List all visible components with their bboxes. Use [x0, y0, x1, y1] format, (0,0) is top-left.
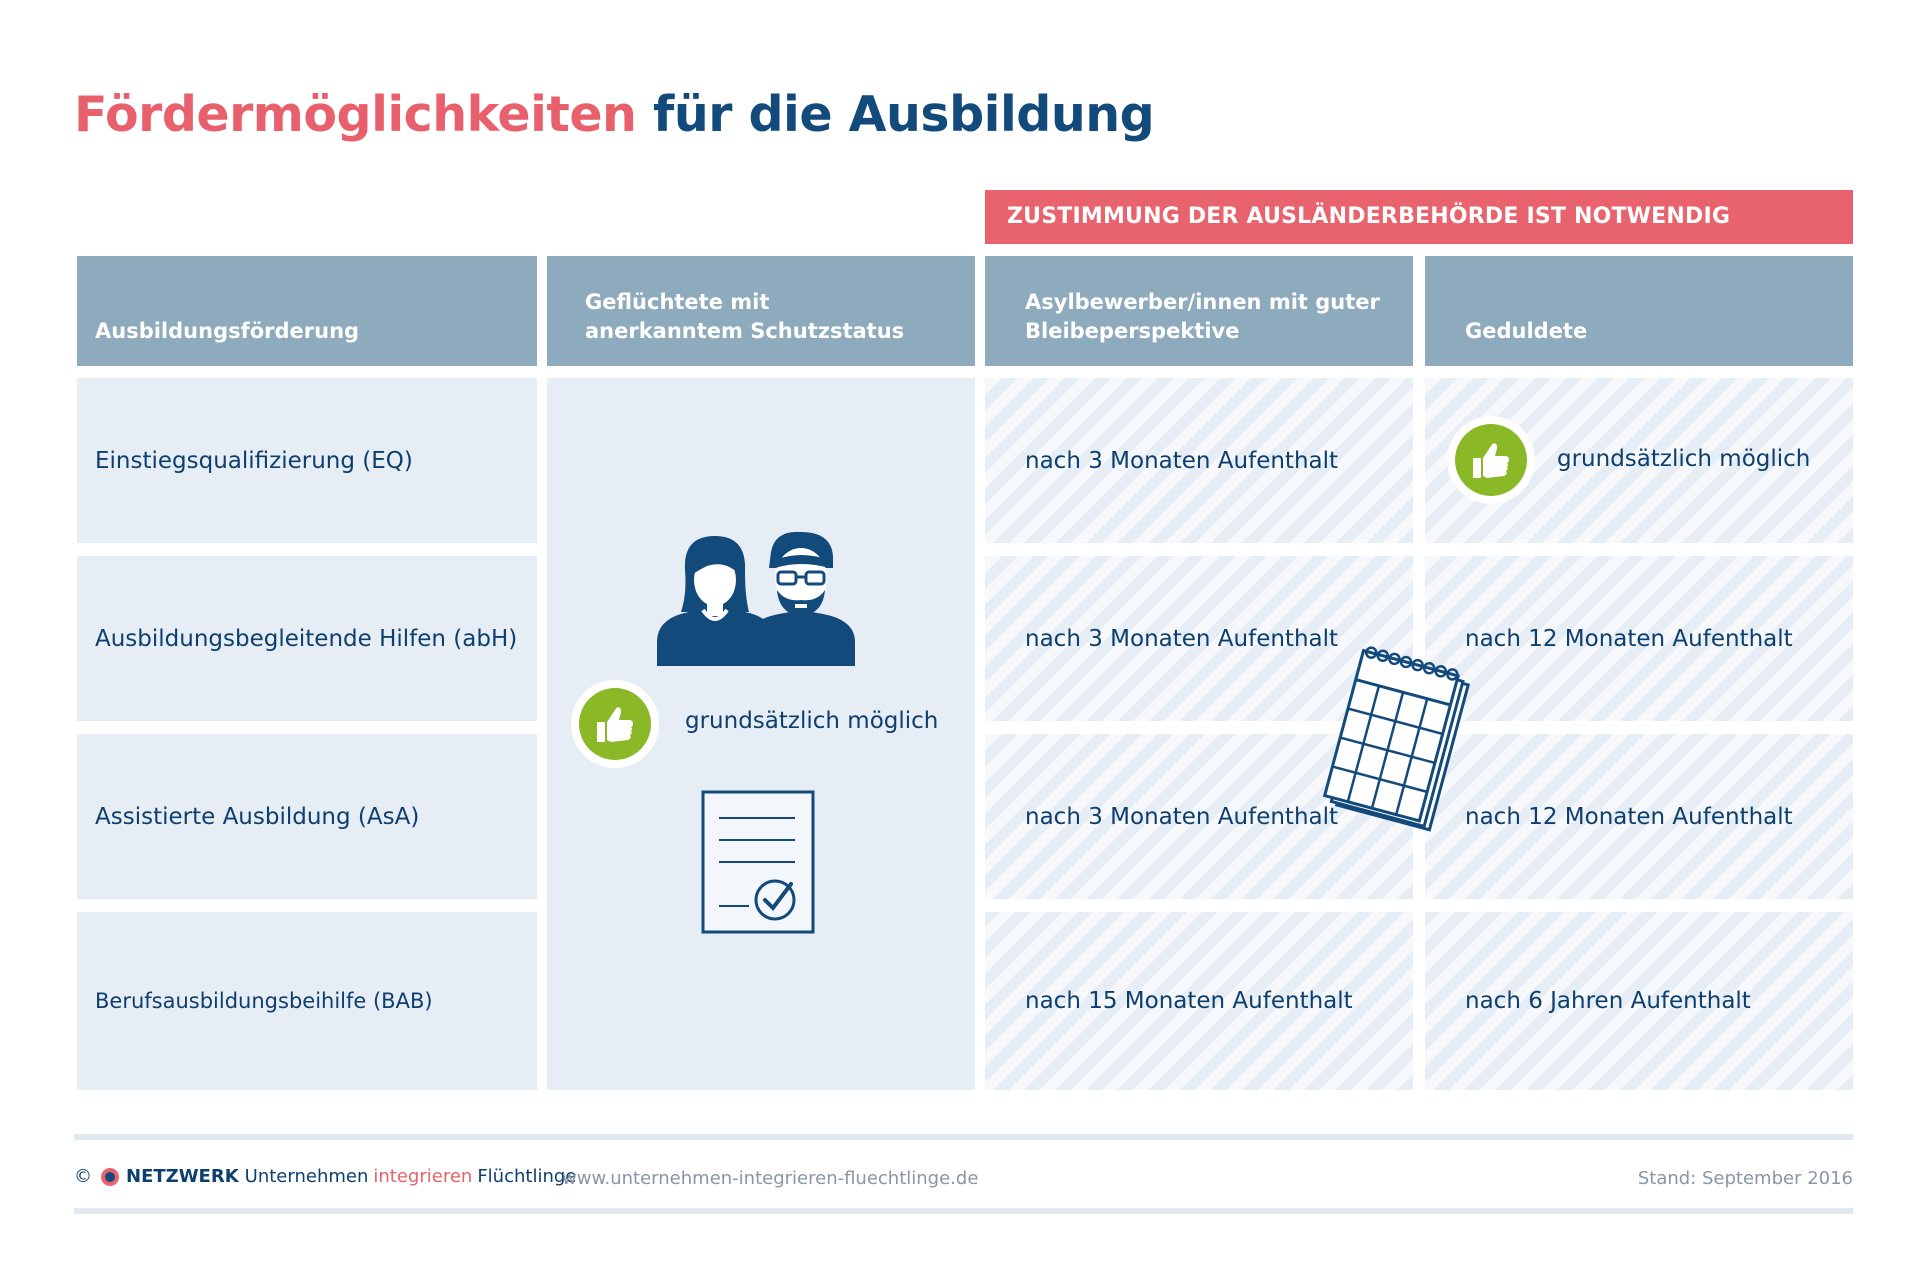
row-label-eq: Einstiegsqualifizierung (EQ) [77, 378, 537, 543]
approval-banner: ZUSTIMMUNG DER AUSLÄNDERBEHÖRDE IST NOTW… [985, 190, 1853, 244]
brand-bold: NETZWERK [126, 1166, 239, 1187]
header-line: Geduldete [1465, 319, 1588, 343]
footer-divider-bottom [74, 1208, 1853, 1214]
header-line: Geflüchtete mit [585, 290, 770, 314]
header-geduldete: Geduldete [1425, 256, 1853, 366]
brand-word-2: Flüchtlinge [477, 1166, 577, 1187]
copyright: © [74, 1166, 92, 1187]
title-red: Fördermöglichkeiten [74, 86, 637, 143]
thumbs-up-icon [1447, 416, 1535, 504]
cell-asyl-abh: nach 3 Monaten Aufenthalt [985, 556, 1413, 721]
page-title: Fördermöglichkeiten für die Ausbildung [74, 86, 1155, 143]
network-logo-icon [101, 1167, 119, 1186]
brand-word-red: integrieren [373, 1166, 473, 1187]
people-icon [657, 531, 855, 666]
cell-asyl-eq: nach 3 Monaten Aufenthalt [985, 378, 1413, 543]
thumbs-up-icon [571, 680, 659, 768]
footer-divider-top [74, 1134, 1853, 1140]
title-blue: für die Ausbildung [653, 86, 1155, 143]
header-gefluechtete: Geflüchtete mit anerkanntem Schutzstatus [547, 256, 975, 366]
row-label-abh: Ausbildungsbegleitende Hilfen (abH) [77, 556, 537, 721]
header-line: Asylbewerber/innen mit guter [1025, 290, 1380, 314]
header-line: Bleibeperspektive [1025, 319, 1240, 343]
footer-url[interactable]: www.unternehmen-integrieren-fluechtlinge… [562, 1168, 979, 1189]
footer-date: Stand: September 2016 [1637, 1168, 1853, 1189]
header-asylbewerber: Asylbewerber/innen mit guter Bleibepersp… [985, 256, 1413, 366]
brand-word-1: Unternehmen [244, 1166, 369, 1187]
cell-geduldete-asa: nach 12 Monaten Aufenthalt [1425, 734, 1853, 899]
calendar-icon [1322, 646, 1471, 832]
cell-geduldete-eq-text: grundsätzlich möglich [1557, 446, 1811, 472]
refugees-column: grundsätzlich möglich [547, 378, 975, 1090]
row-label-bab: Berufsausbildungsbeihilfe (BAB) [77, 912, 537, 1090]
header-ausbildungsfoerderung: Ausbildungsförderung [77, 256, 537, 366]
footer-brand: © NETZWERK Unternehmen integrieren Flüch… [74, 1166, 576, 1187]
header-line: anerkanntem Schutzstatus [585, 319, 905, 343]
cell-geduldete-abh: nach 12 Monaten Aufenthalt [1425, 556, 1853, 721]
cell-geduldete-eq: grundsätzlich möglich [1425, 378, 1853, 543]
cell-asyl-bab: nach 15 Monaten Aufenthalt [985, 912, 1413, 1090]
header-line: Ausbildungsförderung [95, 319, 360, 343]
document-check-icon [701, 790, 815, 934]
cell-geduldete-bab: nach 6 Jahren Aufenthalt [1425, 912, 1853, 1090]
refugees-note: grundsätzlich möglich [685, 708, 939, 734]
row-label-asa: Assistierte Ausbildung (AsA) [77, 734, 537, 899]
